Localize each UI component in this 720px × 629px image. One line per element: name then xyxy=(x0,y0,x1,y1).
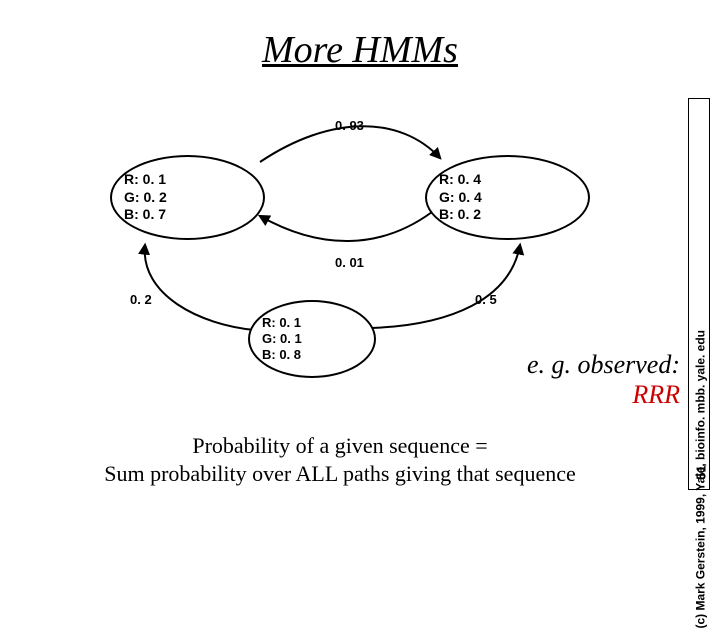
edge-s2-s1-mid xyxy=(260,212,432,241)
edge-label-top: 0. 93 xyxy=(335,118,364,133)
state-2-g: G: 0. 4 xyxy=(439,189,482,207)
observed-label: e. g. observed: xyxy=(527,350,680,379)
edge-label-right: 0. 5 xyxy=(475,292,497,307)
body-line-2: Sum probability over ALL paths giving th… xyxy=(104,461,576,486)
edge-s3-s2 xyxy=(372,245,520,328)
edge-label-left: 0. 2 xyxy=(130,292,152,307)
state-1: R: 0. 1 G: 0. 2 B: 0. 7 xyxy=(110,155,265,240)
body-text: Probability of a given sequence = Sum pr… xyxy=(60,432,620,487)
state-3: R: 0. 1 G: 0. 1 B: 0. 8 xyxy=(248,300,376,378)
state-3-b: B: 0. 8 xyxy=(262,347,301,363)
state-2-r: R: 0. 4 xyxy=(439,171,481,189)
edge-label-mid: 0. 01 xyxy=(335,255,364,270)
page-number: 51 xyxy=(693,465,708,479)
state-1-b: B: 0. 7 xyxy=(124,206,166,224)
state-3-g: G: 0. 1 xyxy=(262,331,302,347)
state-1-g: G: 0. 2 xyxy=(124,189,167,207)
page-title: More HMMs xyxy=(0,28,720,72)
observed-seq: RRR xyxy=(632,380,680,409)
state-3-r: R: 0. 1 xyxy=(262,315,301,331)
observed-block: e. g. observed: RRR xyxy=(420,350,680,410)
edge-s3-s1 xyxy=(145,245,255,330)
state-1-r: R: 0. 1 xyxy=(124,171,166,189)
state-2: R: 0. 4 G: 0. 4 B: 0. 2 xyxy=(425,155,590,240)
body-line-1: Probability of a given sequence = xyxy=(192,433,487,458)
state-2-b: B: 0. 2 xyxy=(439,206,481,224)
